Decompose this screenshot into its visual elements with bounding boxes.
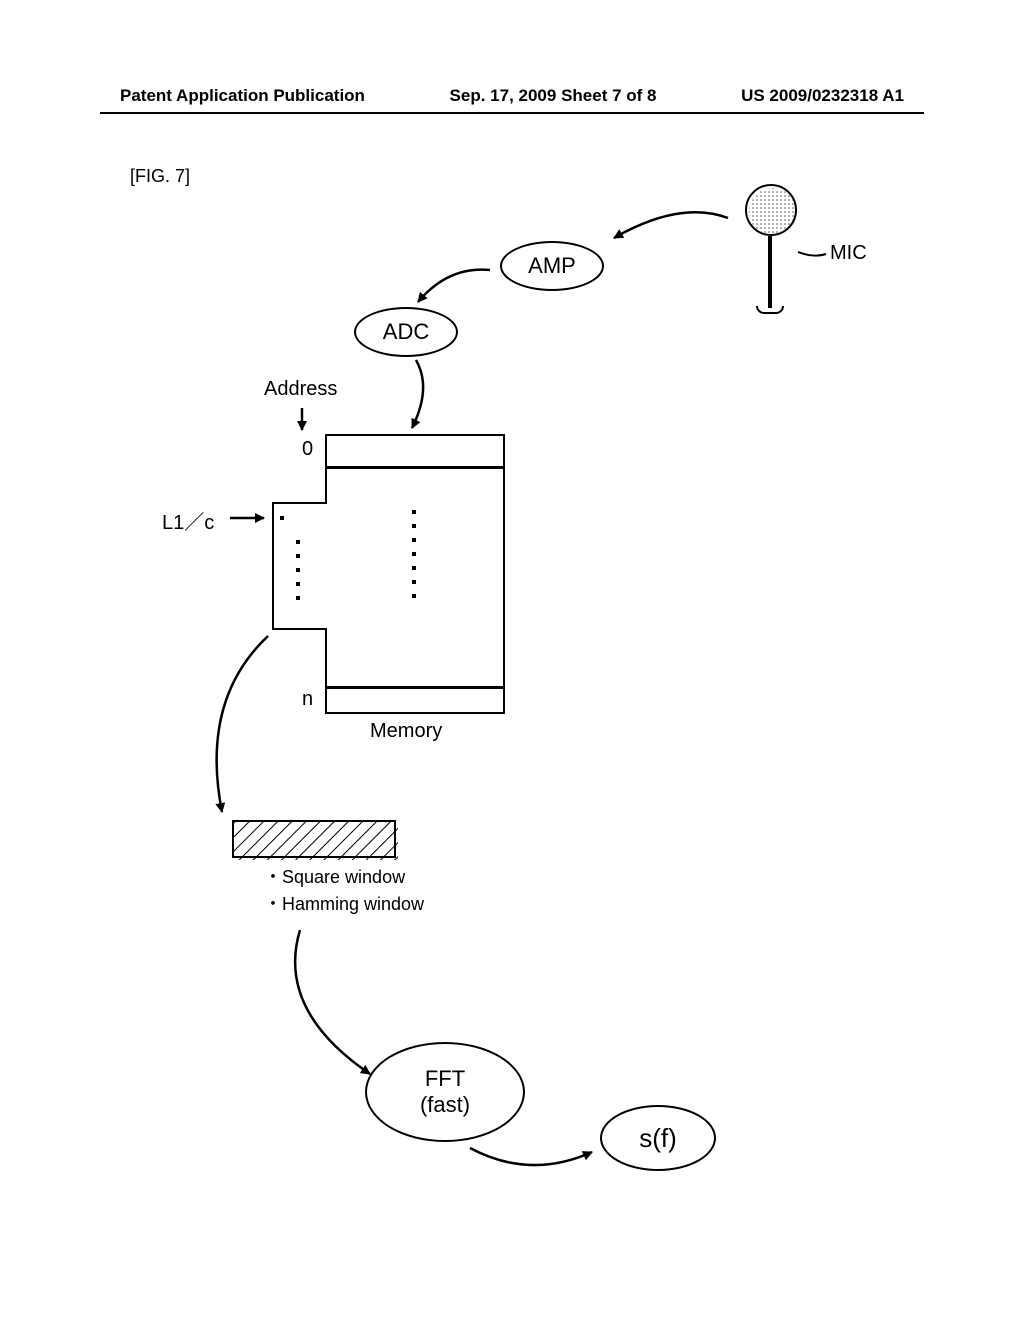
arrow-mic-amp — [614, 212, 728, 238]
sf-block: s(f) — [600, 1105, 716, 1171]
header-center: Sep. 17, 2009 Sheet 7 of 8 — [450, 86, 657, 106]
fft-text-2: (fast) — [420, 1092, 470, 1118]
window-bullet-2: ・Hamming window — [264, 891, 424, 918]
memory-row-divider — [327, 466, 503, 469]
memory-row-divider — [327, 686, 503, 689]
amp-block: AMP — [500, 241, 604, 291]
arrow-window-fft — [295, 930, 370, 1074]
arrow-adc-memory — [412, 360, 423, 428]
diagram-arrows — [0, 0, 1024, 1320]
window-type-list: ・Square window ・Hamming window — [264, 864, 424, 918]
address-label: Address — [264, 378, 337, 401]
sf-text: s(f) — [639, 1123, 677, 1154]
adc-block: ADC — [354, 307, 458, 357]
window-bullet-1: ・Square window — [264, 864, 424, 891]
header-rule — [100, 112, 924, 114]
window-box — [232, 820, 396, 858]
arrow-side-window — [217, 636, 268, 812]
figure-label: [FIG. 7] — [130, 166, 190, 187]
memory-side-dots — [296, 540, 300, 600]
memory-label: Memory — [370, 720, 442, 743]
fft-text-1: FFT — [425, 1066, 465, 1092]
header-left: Patent Application Publication — [120, 86, 365, 106]
adc-text: ADC — [383, 319, 429, 345]
microphone-icon — [745, 184, 797, 236]
l1c-label: L1／c — [162, 506, 214, 535]
mic-connector — [798, 252, 826, 256]
header-right: US 2009/0232318 A1 — [741, 86, 904, 106]
address-zero: 0 — [302, 438, 313, 461]
mic-stand — [768, 236, 772, 308]
arrow-fft-sf — [470, 1148, 592, 1165]
arrow-amp-adc — [418, 270, 490, 302]
mic-label: MIC — [830, 242, 867, 265]
fft-block: FFT (fast) — [365, 1042, 525, 1142]
amp-text: AMP — [528, 253, 576, 279]
memory-dots — [412, 510, 416, 598]
address-n: n — [302, 688, 313, 711]
mic-base — [756, 306, 784, 314]
l1c-dot — [280, 516, 284, 520]
page-header: Patent Application Publication Sep. 17, … — [0, 86, 1024, 106]
